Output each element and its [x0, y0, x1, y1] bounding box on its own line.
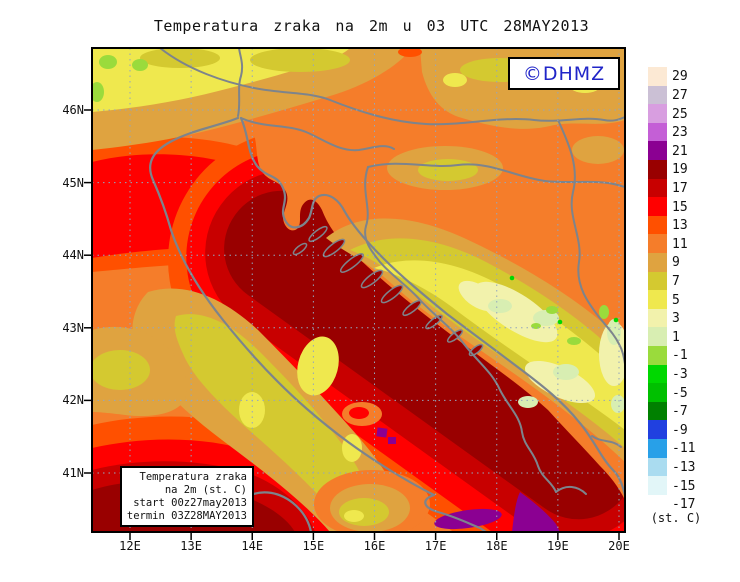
legend-line: na 2m (st. C) — [164, 484, 247, 496]
islands — [292, 225, 484, 357]
colorbar-swatch — [648, 85, 667, 105]
y-axis-label: 46N — [62, 103, 84, 117]
colorbar-swatch — [648, 178, 667, 198]
colorbar-label: -1 — [672, 348, 688, 364]
colorbar-swatch — [648, 364, 667, 384]
colorbar-swatch — [648, 420, 667, 439]
colorbar-label: 7 — [672, 273, 680, 289]
colorbar-label: 15 — [672, 199, 688, 215]
map-frame — [91, 47, 626, 533]
colorbar-swatch — [648, 383, 667, 402]
colorbar-swatch — [648, 197, 667, 216]
grid-lines — [92, 48, 625, 532]
y-axis-label: 43N — [62, 320, 84, 335]
sea-fill — [168, 130, 625, 532]
y-axis-label: 41N — [62, 466, 84, 480]
colorbar-label: 17 — [672, 180, 688, 196]
colorbar-swatch — [648, 476, 667, 495]
y-axis-label: 44N — [62, 248, 84, 263]
colorbar-swatch — [648, 439, 667, 458]
colorbar-swatch — [648, 253, 667, 272]
x-axis-label: 12E — [119, 539, 141, 553]
colorbar-label: 25 — [672, 106, 688, 122]
colorbar-label: 13 — [672, 218, 688, 234]
legend-line: termin 03Z28MAY2013 — [126, 510, 247, 522]
page-title: Temperatura zraka na 2m u 03 UTC 28MAY20… — [153, 17, 590, 35]
colorbar-swatch — [648, 457, 667, 477]
y-axis-label: 45N — [62, 175, 84, 190]
x-axis-label: 16E — [363, 539, 386, 553]
colorbar-label: 11 — [672, 236, 688, 252]
colorbar-swatch — [648, 346, 667, 365]
colorbar-label: -9 — [672, 422, 688, 438]
legend-line: Temperatura zraka — [139, 471, 247, 483]
colorbar-unit-label: (st. C) — [650, 511, 702, 525]
warm-spots — [376, 427, 560, 532]
x-axis-label: 20E — [608, 539, 630, 553]
colorbar-label: -7 — [672, 404, 688, 420]
colorbar-label: -15 — [672, 478, 696, 494]
x-axis-label: 19E — [547, 539, 569, 553]
dhmz-watermark-box: ©DHMZ — [508, 57, 620, 90]
colorbar-label: -5 — [672, 385, 688, 401]
colorbar-swatch — [648, 308, 667, 328]
colorbar-label: 9 — [672, 255, 680, 271]
colorbar-label: 27 — [672, 87, 688, 103]
colorbar-label: -17 — [672, 497, 696, 513]
colorbar-swatch — [648, 104, 667, 123]
colorbar-label: 1 — [672, 329, 680, 345]
colorbar-swatch — [648, 271, 667, 291]
y-axis-label: 42N — [62, 393, 84, 408]
colorbar-label: 3 — [672, 311, 680, 327]
colorbar-swatch — [648, 122, 667, 142]
colorbar-swatch — [648, 67, 667, 86]
colorbar-swatch — [648, 234, 667, 253]
colorbar-swatch — [648, 215, 667, 235]
dhmz-watermark: ©DHMZ — [522, 62, 606, 85]
colorbar-label: -11 — [672, 441, 696, 457]
legend-line: start 00z27may2013 — [133, 497, 247, 509]
axis-ticks — [84, 109, 620, 540]
colorbar-label: -13 — [672, 459, 696, 475]
colorbar-label: 29 — [672, 69, 688, 85]
colorbar-label: 19 — [672, 162, 688, 178]
x-axis-label: 17E — [424, 539, 447, 553]
land-fill-italy — [92, 288, 430, 532]
colorbar-swatch — [648, 327, 667, 346]
colorbar-label: 23 — [672, 125, 688, 141]
country-borders — [159, 48, 625, 495]
coastlines — [149, 116, 625, 532]
colorbar-swatch — [648, 290, 667, 309]
x-axis-label: 14E — [241, 539, 264, 553]
colorbar-swatch — [648, 401, 667, 421]
x-axis-label: 18E — [485, 539, 508, 553]
colorbar-label: 5 — [672, 292, 680, 308]
colorbar-swatch — [648, 141, 667, 160]
colorbar-swatch — [648, 160, 667, 179]
colorbar-label: -3 — [672, 366, 688, 382]
x-axis-label: 15E — [302, 539, 325, 553]
colorbar-label: 21 — [672, 143, 688, 159]
x-axis-label: 13E — [180, 539, 202, 553]
legend-box: Temperatura zraka na 2m (st. C) start 00… — [120, 466, 254, 527]
